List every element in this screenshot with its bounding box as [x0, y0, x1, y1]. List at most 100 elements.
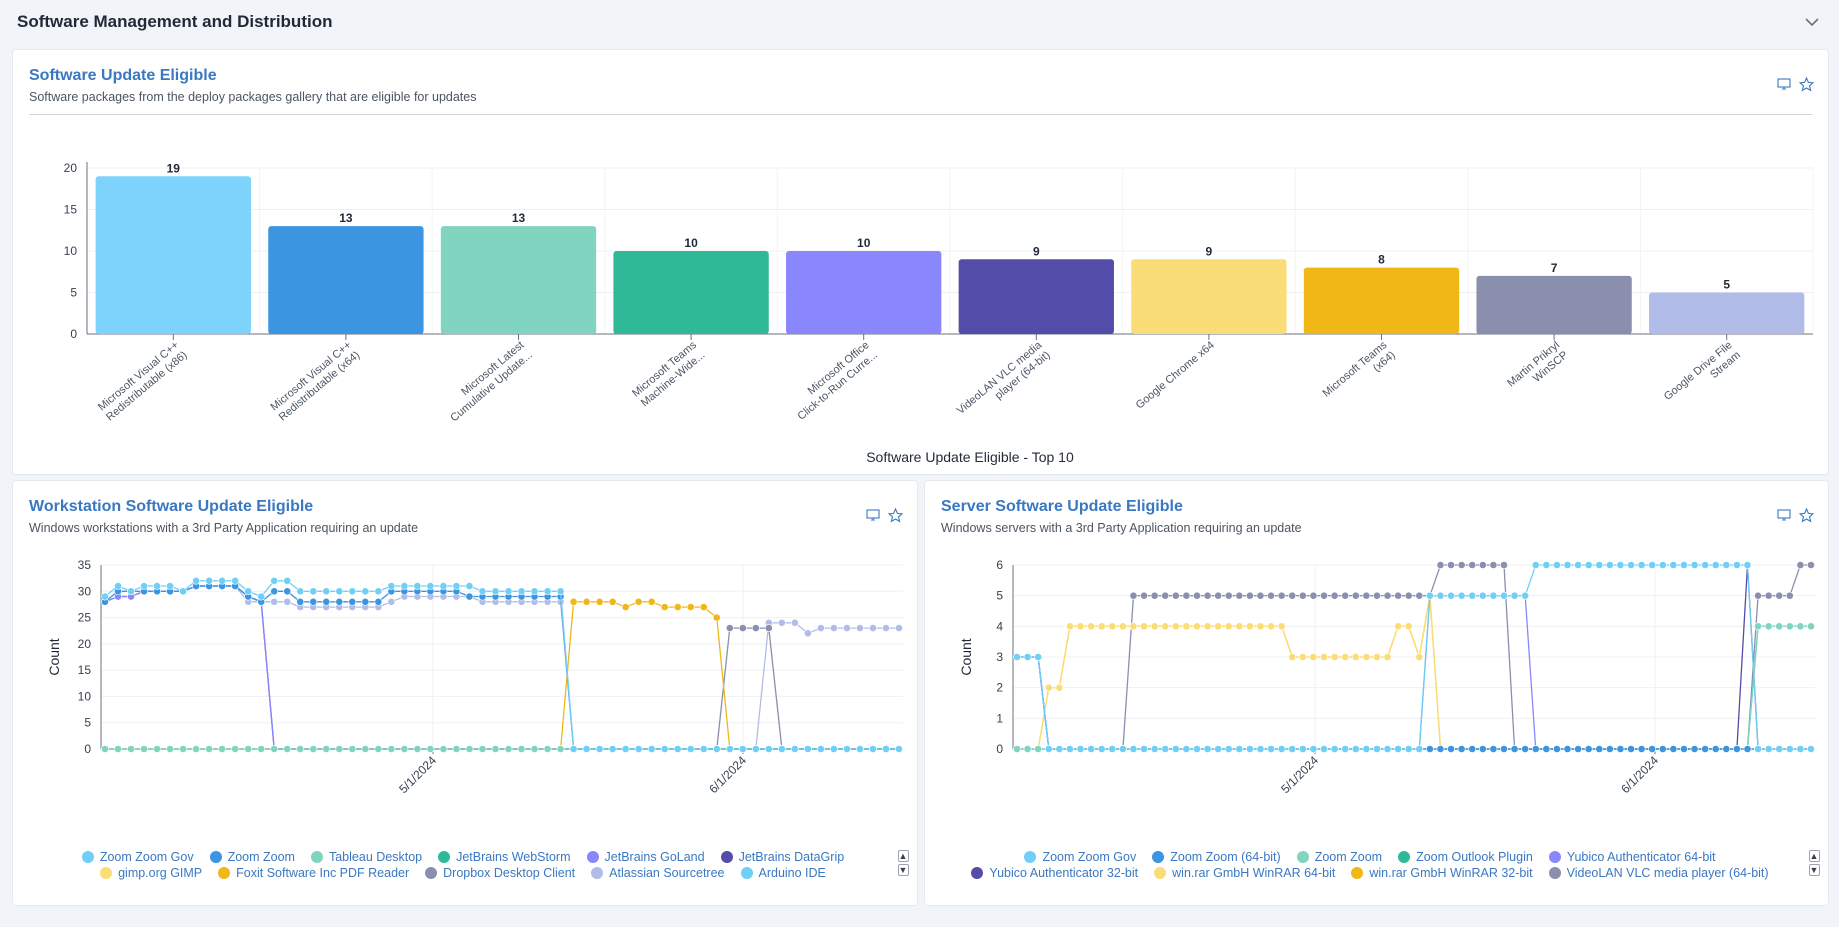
- legend-item[interactable]: VideoLAN VLC media player (64-bit): [1548, 866, 1769, 880]
- data-point: [1298, 745, 1307, 753]
- star-icon[interactable]: [1798, 76, 1814, 92]
- data-point: [1182, 745, 1191, 753]
- data-point: [348, 597, 357, 606]
- legend-item[interactable]: Zoom Zoom Gov: [1024, 850, 1136, 864]
- bar-value-label: 13: [512, 211, 526, 225]
- data-point: [270, 576, 279, 585]
- x-tick-label: 5/1/2024: [1278, 753, 1321, 796]
- data-point: [764, 745, 773, 753]
- data-point: [517, 587, 526, 596]
- data-point: [309, 587, 318, 596]
- x-tick-label-line: Microsoft Visual C++: [269, 339, 354, 413]
- data-point: [1171, 591, 1180, 600]
- legend-pager[interactable]: ▲ ▼: [897, 850, 909, 876]
- star-icon[interactable]: [887, 507, 903, 523]
- data-point: [1171, 622, 1180, 631]
- data-point: [1468, 591, 1477, 600]
- data-point: [1034, 653, 1043, 661]
- data-point: [1542, 745, 1551, 753]
- data-point: [1669, 561, 1678, 569]
- legend-item[interactable]: Dropbox Desktop Client: [425, 866, 575, 880]
- chevron-down-icon[interactable]: [1801, 11, 1823, 33]
- legend-item[interactable]: Tableau Desktop: [310, 850, 422, 864]
- legend-item[interactable]: Arduino IDE: [740, 866, 826, 880]
- legend-item[interactable]: JetBrains DataGrip: [720, 850, 844, 864]
- data-point: [400, 582, 409, 590]
- data-point: [1807, 745, 1815, 753]
- data-point: [140, 582, 148, 590]
- data-point: [1140, 591, 1148, 600]
- legend-item[interactable]: JetBrains GoLand: [586, 850, 705, 864]
- data-point: [1701, 745, 1710, 753]
- data-point: [1330, 745, 1339, 753]
- data-point: [1711, 561, 1720, 569]
- legend-item[interactable]: Zoom Zoom Gov: [81, 850, 194, 864]
- data-point: [686, 745, 695, 753]
- legend-item[interactable]: win.rar GmbH WinRAR 64-bit: [1154, 866, 1335, 880]
- y-tick-label: 15: [78, 663, 92, 677]
- legend-item[interactable]: Yubico Authenticator 32-bit: [971, 866, 1138, 880]
- legend-item[interactable]: Zoom Zoom: [1296, 850, 1382, 864]
- legend-pager[interactable]: ▲ ▼: [1808, 850, 1820, 876]
- legend-item[interactable]: gimp.org GIMP: [100, 866, 202, 880]
- bar-value-label: 9: [1206, 244, 1213, 258]
- data-point: [413, 745, 422, 753]
- data-point: [1637, 745, 1646, 753]
- monitor-icon[interactable]: [1776, 507, 1792, 523]
- legend-item[interactable]: win.rar GmbH WinRAR 32-bit: [1351, 866, 1533, 880]
- legend-item[interactable]: Foxit Software Inc PDF Reader: [218, 866, 409, 880]
- data-point: [283, 576, 292, 585]
- data-point: [1214, 591, 1223, 600]
- data-point: [1341, 653, 1350, 661]
- data-point: [504, 587, 513, 596]
- monitor-icon[interactable]: [1776, 76, 1792, 92]
- data-point: [296, 587, 305, 596]
- legend-down-button[interactable]: ▼: [897, 864, 909, 876]
- data-point: [1436, 745, 1445, 753]
- data-point: [1013, 653, 1021, 661]
- data-point: [1732, 745, 1741, 753]
- x-tick-label: Microsoft Visual C++Redistributable (x64…: [269, 339, 363, 423]
- x-tick-label: 6/1/2024: [1618, 753, 1661, 796]
- legend-item[interactable]: Yubico Authenticator 64-bit: [1548, 850, 1716, 864]
- legend-up-button[interactable]: ▲: [897, 850, 909, 862]
- legend-item[interactable]: Zoom Zoom (64-bit): [1152, 850, 1281, 864]
- data-point: [647, 597, 656, 606]
- data-point: [1320, 653, 1328, 661]
- data-point: [1235, 591, 1244, 600]
- legend-up-button[interactable]: ▲: [1808, 850, 1820, 862]
- legend-item[interactable]: Zoom Outlook Plugin: [1398, 850, 1533, 864]
- data-point: [686, 603, 695, 611]
- workstation-legend: Zoom Zoom Gov Zoom Zoom Tableau Desktop Jet…: [53, 850, 873, 880]
- data-point: [218, 745, 227, 753]
- data-point: [1320, 745, 1328, 753]
- data-point: [348, 745, 357, 753]
- data-point: [1193, 591, 1201, 600]
- data-point: [205, 576, 214, 585]
- data-point: [114, 745, 122, 753]
- data-point: [647, 745, 656, 753]
- legend-label: VideoLAN VLC media player (64-bit): [1566, 866, 1769, 880]
- data-point: [790, 745, 799, 753]
- data-point: [1447, 561, 1455, 569]
- legend-item[interactable]: Atlassian Sourcetree: [591, 866, 725, 880]
- monitor-icon[interactable]: [865, 507, 881, 523]
- data-point: [856, 624, 864, 632]
- data-point: [1404, 622, 1413, 631]
- data-point: [1373, 591, 1381, 600]
- data-point: [1267, 745, 1275, 753]
- data-point: [790, 618, 799, 627]
- data-point: [895, 745, 903, 753]
- bar-value-label: 10: [684, 236, 698, 250]
- data-point: [1193, 622, 1201, 631]
- data-point: [895, 624, 903, 632]
- data-point: [387, 582, 396, 590]
- data-point: [1277, 745, 1286, 753]
- data-point: [1574, 745, 1582, 753]
- legend-item[interactable]: JetBrains WebStorm: [438, 850, 571, 864]
- legend-item[interactable]: Zoom Zoom: [209, 850, 295, 864]
- x-tick-label: Microsoft Visual C++Redistributable (x86…: [96, 339, 190, 423]
- star-icon[interactable]: [1798, 507, 1814, 523]
- legend-down-button[interactable]: ▼: [1808, 864, 1820, 876]
- y-tick-label: 3: [996, 650, 1003, 664]
